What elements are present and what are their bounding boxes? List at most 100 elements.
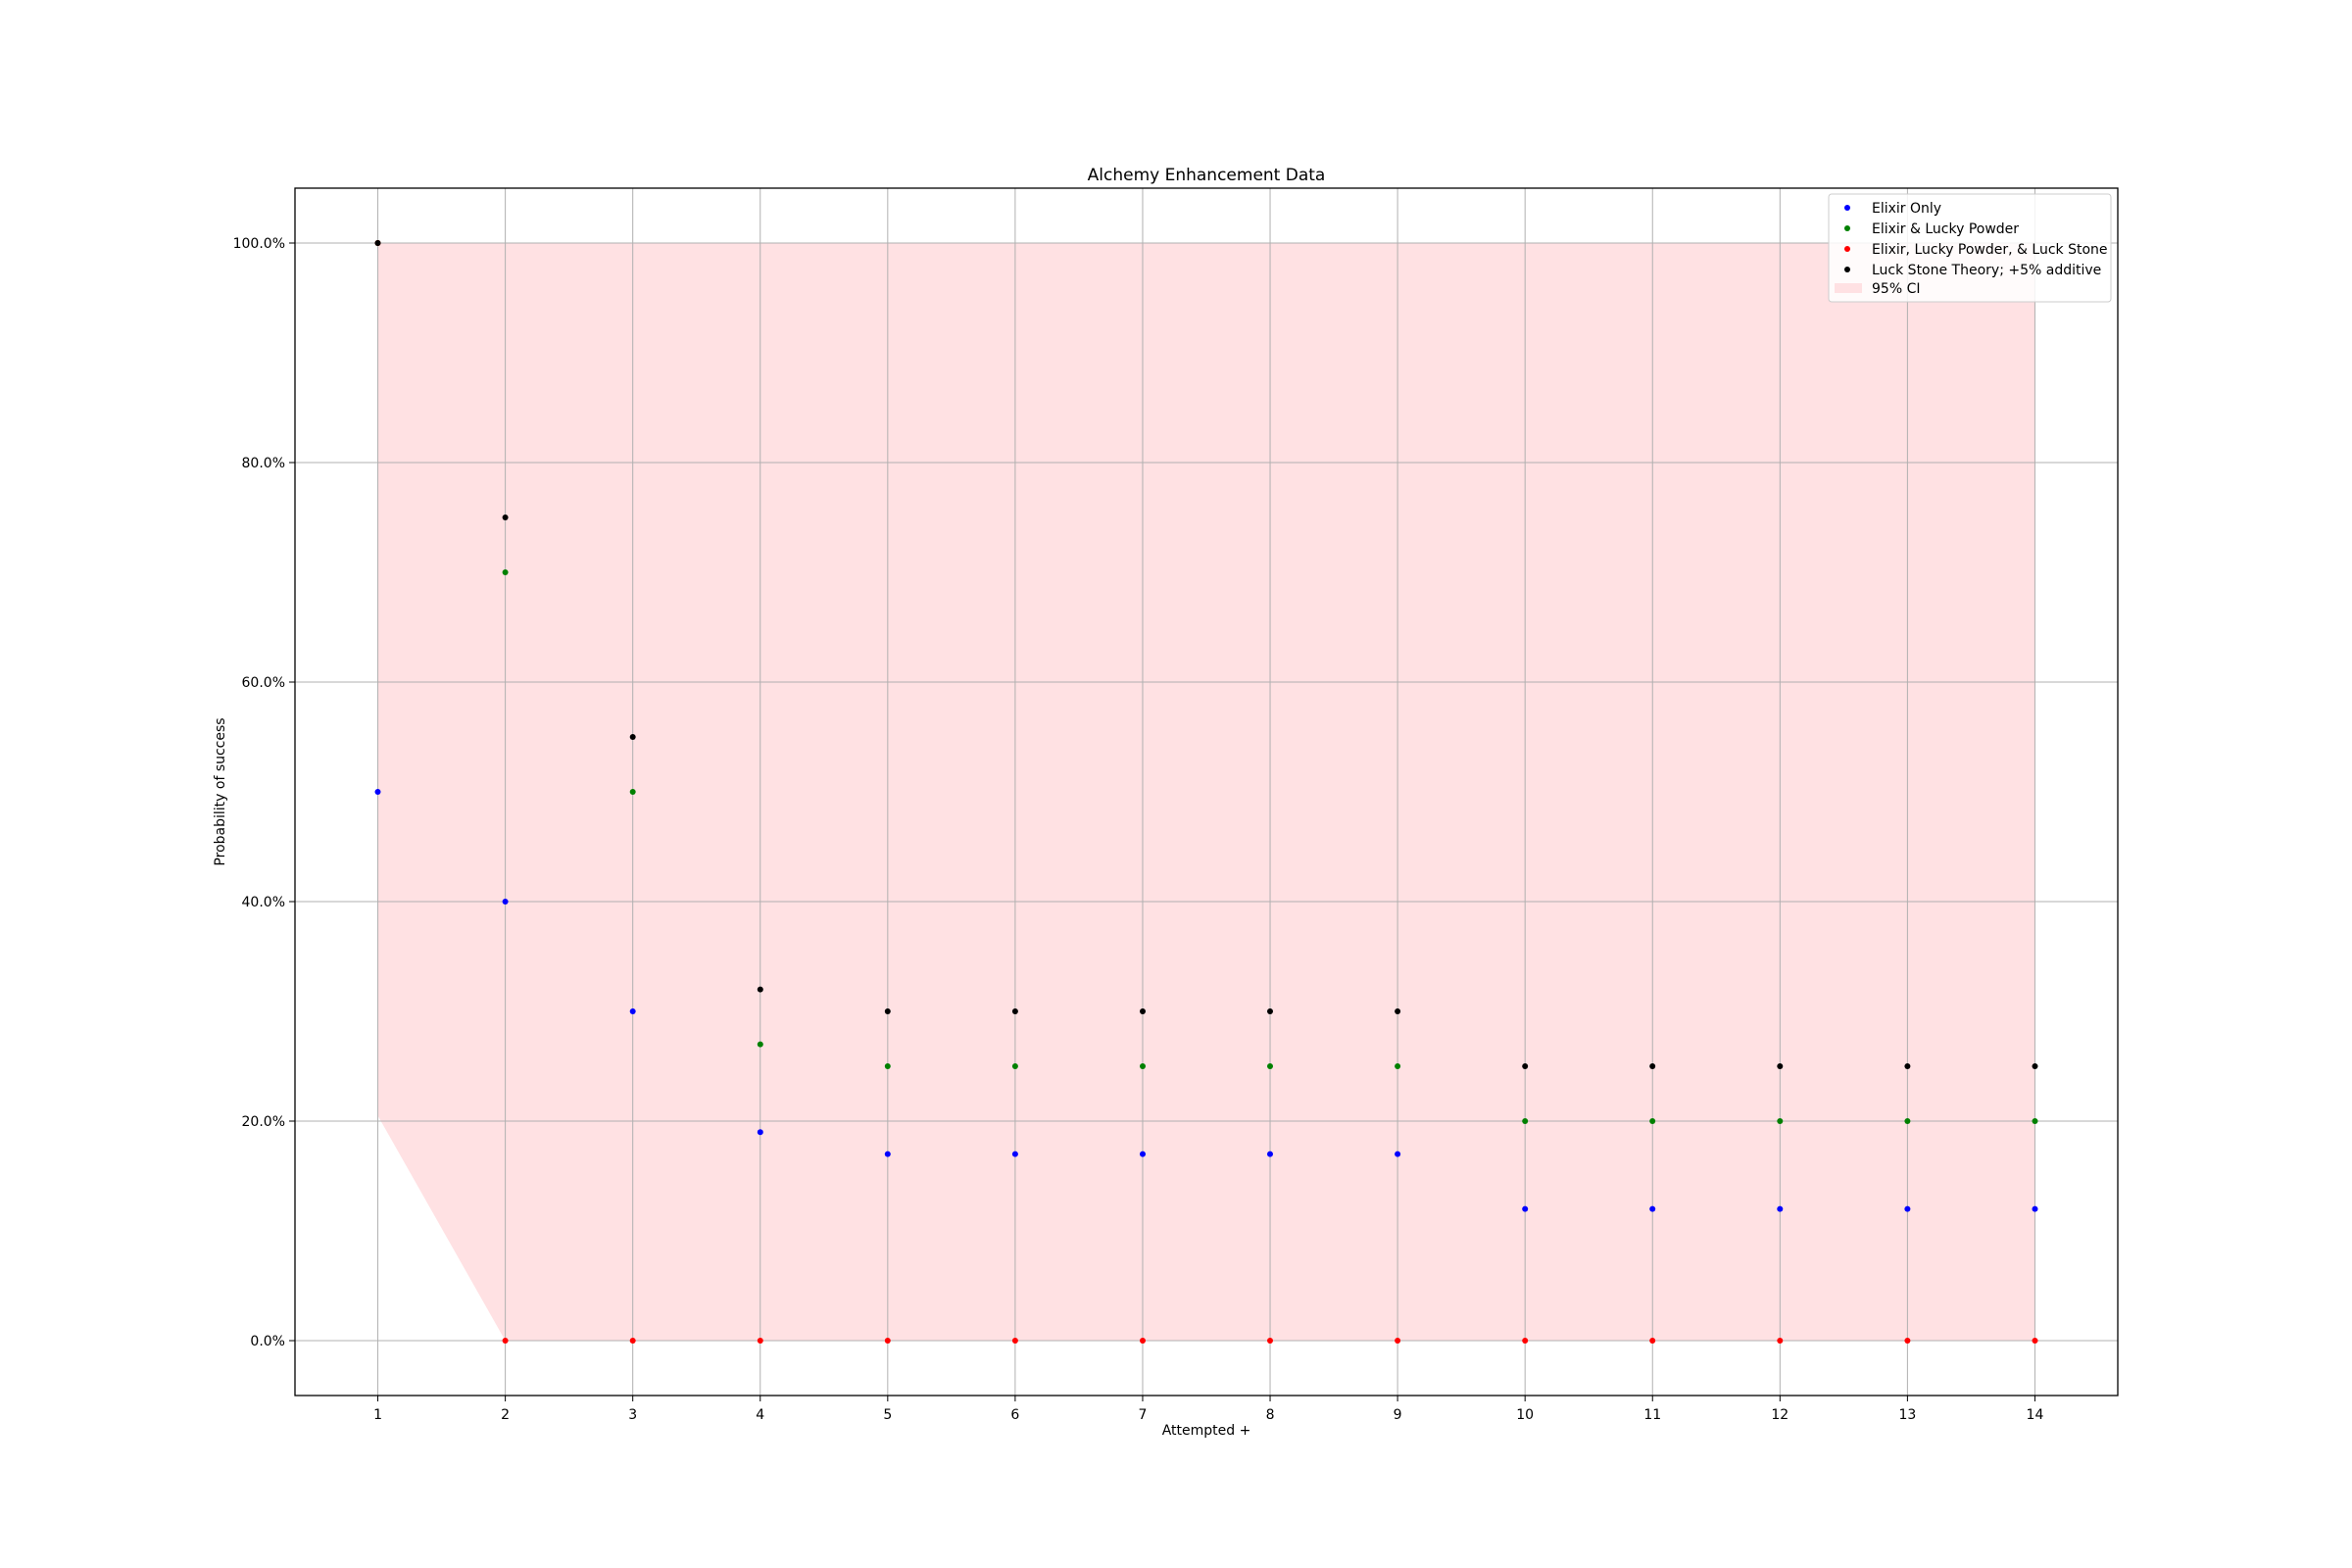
- series-elixir-lucky-powder-luck-stone: [374, 240, 2038, 1344]
- data-point-elixir-lucky-powder: [757, 1041, 763, 1048]
- series-elixir-only: [374, 789, 2038, 1212]
- grid-layer: [295, 188, 2118, 1396]
- data-point-luck-stone-theory-5-additive: [1904, 1063, 1911, 1069]
- data-point-luck-stone-theory-5-additive: [1649, 1063, 1656, 1069]
- data-point-elixir-lucky-powder-luck-stone: [884, 1338, 891, 1344]
- x-tick-label: 13: [1898, 1407, 1916, 1423]
- x-tick-label: 2: [501, 1407, 510, 1423]
- x-tick-label: 7: [1139, 1407, 1148, 1423]
- data-point-elixir-only: [374, 789, 381, 795]
- x-tick-label: 6: [1010, 1407, 1019, 1423]
- legend-label-luck-stone-theory: Luck Stone Theory; +5% additive: [1872, 263, 2101, 278]
- x-axis-label: Attempted +: [1162, 1423, 1251, 1439]
- data-point-elixir-only: [1011, 1151, 1018, 1157]
- x-tick-label: 11: [1643, 1407, 1661, 1423]
- y-tick-label: 20.0%: [242, 1114, 285, 1130]
- points-layer: [374, 240, 2038, 1344]
- data-point-elixir-lucky-powder: [1522, 1118, 1529, 1124]
- data-point-elixir-lucky-powder-luck-stone: [1649, 1338, 1656, 1344]
- x-tick-label: 9: [1394, 1407, 1402, 1423]
- data-point-luck-stone-theory-5-additive: [1011, 1008, 1018, 1014]
- data-point-elixir-lucky-powder: [629, 789, 636, 795]
- data-point-elixir-lucky-powder: [1395, 1063, 1401, 1069]
- data-point-luck-stone-theory-5-additive: [1522, 1063, 1529, 1069]
- legend-label-elixir-only: Elixir Only: [1872, 201, 1941, 217]
- data-point-luck-stone-theory-5-additive: [629, 734, 636, 740]
- data-point-elixir-lucky-powder-luck-stone: [1011, 1338, 1018, 1344]
- legend-label-ci: 95% CI: [1872, 281, 1920, 297]
- y-tick-label: 100.0%: [233, 236, 285, 252]
- data-point-luck-stone-theory-5-additive: [1777, 1063, 1784, 1069]
- data-point-elixir-only: [757, 1129, 763, 1136]
- data-point-elixir-only: [1777, 1205, 1784, 1212]
- data-point-elixir-lucky-powder-luck-stone: [1140, 1338, 1146, 1344]
- data-point-elixir-only: [1649, 1205, 1656, 1212]
- y-tick-label: 40.0%: [242, 895, 285, 910]
- data-point-elixir-lucky-powder: [2032, 1118, 2038, 1124]
- legend-label-elixir-lucky-powder: Elixir & Lucky Powder: [1872, 221, 2019, 237]
- legend-marker-luck-stone-theory: [1844, 267, 1850, 272]
- y-axis-label: Probability of success: [213, 717, 228, 865]
- data-point-elixir-only: [1522, 1205, 1529, 1212]
- y-axis-ticks: 0.0% 20.0% 40.0% 60.0% 80.0% 100.0%: [233, 236, 295, 1349]
- data-point-elixir-lucky-powder-luck-stone: [757, 1338, 763, 1344]
- legend-box: [1828, 193, 2112, 303]
- legend-marker-elixir-only: [1844, 205, 1850, 211]
- data-point-elixir-only: [629, 1008, 636, 1014]
- legend: Elixir Only Elixir & Lucky Powder Elixir…: [1828, 193, 2112, 303]
- data-point-elixir-lucky-powder: [1267, 1063, 1273, 1069]
- x-tick-label: 1: [373, 1407, 382, 1423]
- data-point-elixir-only: [502, 899, 509, 905]
- data-point-elixir-lucky-powder-luck-stone: [1395, 1338, 1401, 1344]
- legend-marker-elixir-lucky-powder: [1844, 225, 1850, 231]
- data-point-luck-stone-theory-5-additive: [1395, 1008, 1401, 1014]
- data-point-luck-stone-theory-5-additive: [1267, 1008, 1273, 1014]
- data-point-elixir-lucky-powder: [884, 1063, 891, 1069]
- x-tick-label: 10: [1516, 1407, 1534, 1423]
- y-tick-label: 80.0%: [242, 456, 285, 471]
- data-point-elixir-only: [1140, 1151, 1146, 1157]
- x-tick-label: 4: [756, 1407, 764, 1423]
- data-point-luck-stone-theory-5-additive: [1140, 1008, 1146, 1014]
- data-point-elixir-only: [2032, 1205, 2038, 1212]
- data-point-luck-stone-theory-5-additive: [502, 514, 509, 520]
- data-point-luck-stone-theory-5-additive: [757, 986, 763, 993]
- data-point-elixir-lucky-powder-luck-stone: [629, 1338, 636, 1344]
- x-tick-label: 12: [1771, 1407, 1788, 1423]
- data-point-elixir-lucky-powder-luck-stone: [1777, 1338, 1784, 1344]
- x-axis-ticks: 1 2 3 4 5 6 7 8 9 10 11 12 13 14: [373, 1396, 2043, 1423]
- data-point-elixir-lucky-powder-luck-stone: [502, 1338, 509, 1344]
- confidence-band: [377, 243, 2035, 1341]
- data-point-elixir-lucky-powder-luck-stone: [2032, 1338, 2038, 1344]
- legend-label-luck-stone: Elixir, Lucky Powder, & Luck Stone: [1872, 242, 2108, 258]
- series-luck-stone-theory-5-additive: [374, 240, 2038, 1069]
- data-point-elixir-lucky-powder-luck-stone: [1522, 1338, 1529, 1344]
- data-point-elixir-lucky-powder: [502, 569, 509, 575]
- data-point-elixir-lucky-powder: [1011, 1063, 1018, 1069]
- data-point-luck-stone-theory-5-additive: [2032, 1063, 2038, 1069]
- chart-title: Alchemy Enhancement Data: [1088, 166, 1326, 185]
- x-tick-label: 5: [883, 1407, 892, 1423]
- plot-frame: [294, 187, 2119, 1396]
- x-tick-label: 3: [628, 1407, 637, 1423]
- data-point-elixir-lucky-powder-luck-stone: [1267, 1338, 1273, 1344]
- legend-marker-luck-stone: [1844, 246, 1850, 252]
- data-point-elixir-lucky-powder-luck-stone: [1904, 1338, 1911, 1344]
- data-point-elixir-only: [1267, 1151, 1273, 1157]
- data-point-elixir-only: [884, 1151, 891, 1157]
- data-point-elixir-only: [1904, 1205, 1911, 1212]
- x-tick-label: 8: [1266, 1407, 1275, 1423]
- x-tick-label: 14: [2027, 1407, 2044, 1423]
- data-point-luck-stone-theory-5-additive: [884, 1008, 891, 1014]
- data-point-elixir-lucky-powder: [1649, 1118, 1656, 1124]
- legend-swatch-ci: [1835, 283, 1862, 293]
- y-tick-label: 0.0%: [250, 1334, 285, 1349]
- data-point-luck-stone-theory-5-additive: [374, 240, 381, 246]
- y-tick-label: 60.0%: [242, 675, 285, 691]
- data-point-elixir-lucky-powder: [1140, 1063, 1146, 1069]
- data-point-elixir-lucky-powder: [1777, 1118, 1784, 1124]
- data-point-elixir-only: [1395, 1151, 1401, 1157]
- data-point-elixir-lucky-powder: [1904, 1118, 1911, 1124]
- confidence-band-layer: [377, 243, 2035, 1341]
